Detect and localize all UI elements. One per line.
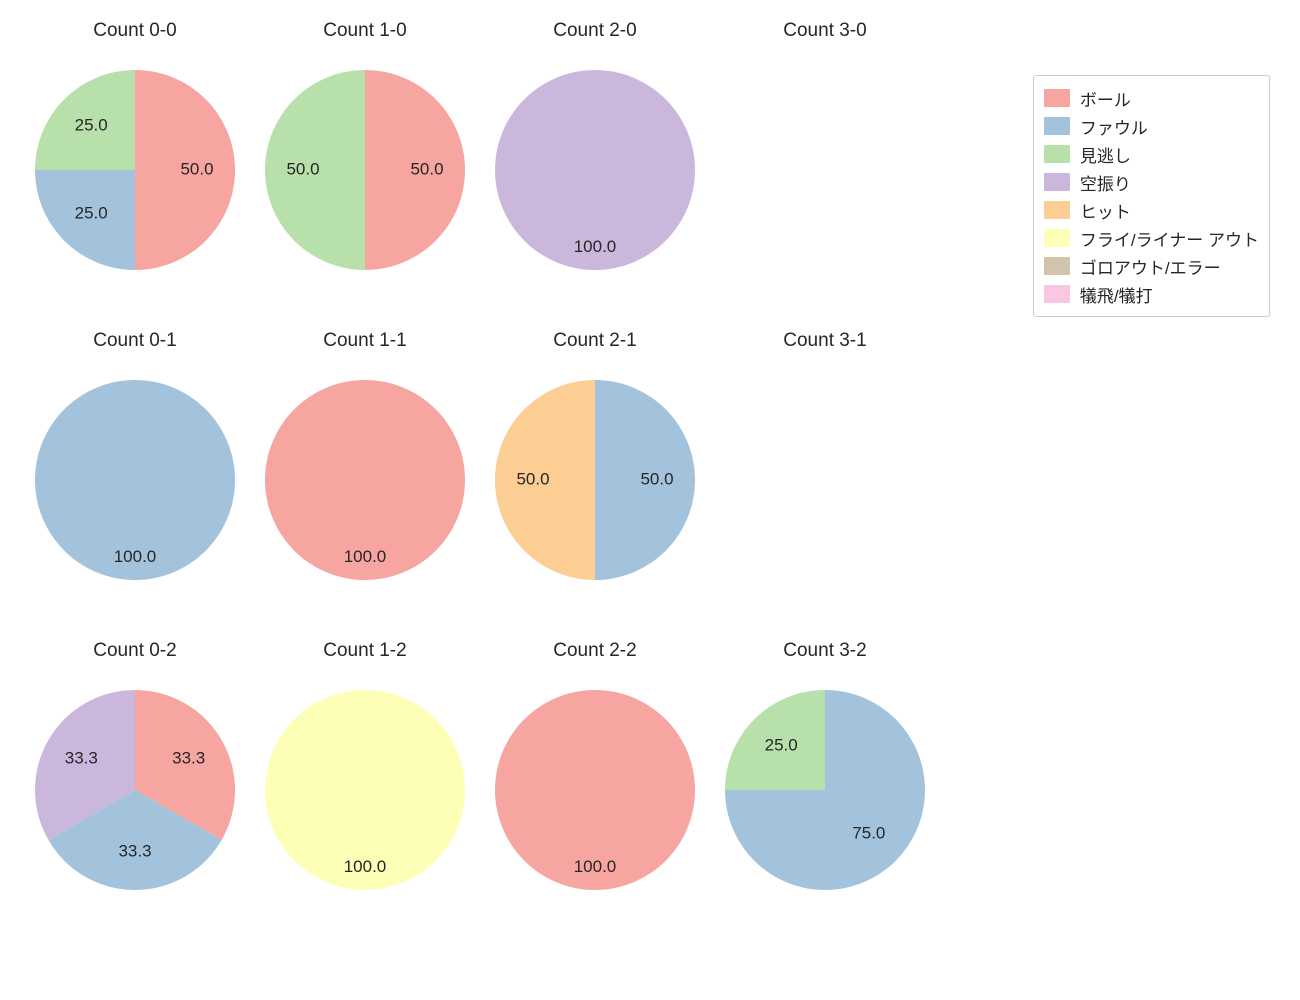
chart-cell: Count 2-0 100.0 xyxy=(480,20,710,330)
chart-title: Count 1-1 xyxy=(250,330,480,352)
pie-wrap: 75.0 25.0 xyxy=(725,690,925,890)
chart-title: Count 1-2 xyxy=(250,640,480,662)
pie-chart: 33.3 33.3 33.3 xyxy=(35,690,235,890)
chart-cell: Count 0-2 33.3 33.3 33.3 xyxy=(20,640,250,950)
pie-slice-label: 100.0 xyxy=(574,237,617,256)
chart-title: Count 3-2 xyxy=(710,640,940,662)
pie-chart xyxy=(725,380,925,580)
legend-swatch xyxy=(1044,173,1070,191)
pie-wrap: 100.0 xyxy=(265,380,465,580)
pie-chart: 50.0 25.0 25.0 xyxy=(35,70,235,270)
legend-item: フライ/ライナー アウト xyxy=(1044,224,1259,252)
pie-slice-label: 33.3 xyxy=(65,748,98,767)
pie-slice-label: 50.0 xyxy=(180,159,213,178)
pie-slice-label: 75.0 xyxy=(852,823,885,842)
chart-cell: Count 2-2 100.0 xyxy=(480,640,710,950)
legend-swatch xyxy=(1044,229,1070,247)
legend-swatch xyxy=(1044,201,1070,219)
legend-item: 犠飛/犠打 xyxy=(1044,280,1259,308)
chart-title: Count 0-2 xyxy=(20,640,250,662)
legend-label: ボール xyxy=(1080,86,1131,111)
legend-label: ヒット xyxy=(1080,198,1131,223)
pie-slice-label: 100.0 xyxy=(344,857,387,876)
chart-cell: Count 1-1 100.0 xyxy=(250,330,480,640)
figure-canvas: Count 0-050.025.025.0Count 1-050.050.0Co… xyxy=(0,0,1300,1000)
pie-wrap: 50.0 50.0 xyxy=(265,70,465,270)
legend-label: フライ/ライナー アウト xyxy=(1080,226,1259,251)
chart-cell: Count 2-1 50.0 50.0 xyxy=(480,330,710,640)
chart-title: Count 2-1 xyxy=(480,330,710,352)
pie-wrap: 33.3 33.3 33.3 xyxy=(35,690,235,890)
legend-swatch xyxy=(1044,145,1070,163)
chart-title: Count 0-1 xyxy=(20,330,250,352)
pie-wrap: 100.0 xyxy=(495,70,695,270)
pie-slice-label: 100.0 xyxy=(344,547,387,566)
chart-cell: Count 0-0 50.0 25.0 25.0 xyxy=(20,20,250,330)
legend-item: 空振り xyxy=(1044,168,1259,196)
pie-chart: 75.0 25.0 xyxy=(725,690,925,890)
pie-chart: 100.0 xyxy=(265,690,465,890)
pie-wrap xyxy=(725,380,925,580)
pie-slice-label: 50.0 xyxy=(640,469,673,488)
pie-slice-label: 25.0 xyxy=(765,736,798,755)
pie-grid: Count 0-050.025.025.0Count 1-050.050.0Co… xyxy=(20,20,940,950)
pie-slice-label: 50.0 xyxy=(286,159,319,178)
legend-item: ヒット xyxy=(1044,196,1259,224)
legend-swatch xyxy=(1044,117,1070,135)
pie-slice-label: 50.0 xyxy=(516,469,549,488)
legend: ボールファウル見逃し空振りヒットフライ/ライナー アウトゴロアウト/エラー犠飛/… xyxy=(1033,75,1270,317)
pie-slice-label: 25.0 xyxy=(75,203,108,222)
chart-title: Count 3-1 xyxy=(710,330,940,352)
pie-chart xyxy=(725,70,925,270)
pie-chart: 50.0 50.0 xyxy=(495,380,695,580)
legend-swatch xyxy=(1044,89,1070,107)
pie-chart: 100.0 xyxy=(35,380,235,580)
pie-chart: 100.0 xyxy=(495,70,695,270)
chart-cell: Count 3-1 xyxy=(710,330,940,640)
legend-label: ファウル xyxy=(1080,114,1148,139)
chart-cell: Count 1-2 100.0 xyxy=(250,640,480,950)
pie-wrap: 100.0 xyxy=(495,690,695,890)
chart-title: Count 0-0 xyxy=(20,20,250,42)
legend-label: 空振り xyxy=(1080,170,1131,195)
pie-wrap: 100.0 xyxy=(35,380,235,580)
pie-wrap xyxy=(725,70,925,270)
chart-title: Count 1-0 xyxy=(250,20,480,42)
chart-cell: Count 1-0 50.0 50.0 xyxy=(250,20,480,330)
pie-wrap: 100.0 xyxy=(265,690,465,890)
legend-label: ゴロアウト/エラー xyxy=(1080,254,1221,279)
pie-slice-label: 100.0 xyxy=(574,857,617,876)
chart-title: Count 2-2 xyxy=(480,640,710,662)
chart-title: Count 2-0 xyxy=(480,20,710,42)
chart-cell: Count 0-1 100.0 xyxy=(20,330,250,640)
legend-item: ボール xyxy=(1044,84,1259,112)
legend-item: 見逃し xyxy=(1044,140,1259,168)
pie-slice-label: 50.0 xyxy=(410,159,443,178)
pie-slice-label: 25.0 xyxy=(75,116,108,135)
pie-slice-label: 33.3 xyxy=(118,841,151,860)
pie-wrap: 50.0 25.0 25.0 xyxy=(35,70,235,270)
legend-item: ファウル xyxy=(1044,112,1259,140)
chart-cell: Count 3-2 75.0 25.0 xyxy=(710,640,940,950)
chart-cell: Count 3-0 xyxy=(710,20,940,330)
legend-swatch xyxy=(1044,257,1070,275)
pie-wrap: 50.0 50.0 xyxy=(495,380,695,580)
chart-title: Count 3-0 xyxy=(710,20,940,42)
legend-label: 犠飛/犠打 xyxy=(1080,282,1153,307)
legend-label: 見逃し xyxy=(1080,142,1131,167)
pie-chart: 100.0 xyxy=(265,380,465,580)
pie-slice-label: 100.0 xyxy=(114,547,157,566)
pie-chart: 50.0 50.0 xyxy=(265,70,465,270)
legend-swatch xyxy=(1044,285,1070,303)
legend-item: ゴロアウト/エラー xyxy=(1044,252,1259,280)
pie-slice-label: 33.3 xyxy=(172,748,205,767)
pie-chart: 100.0 xyxy=(495,690,695,890)
